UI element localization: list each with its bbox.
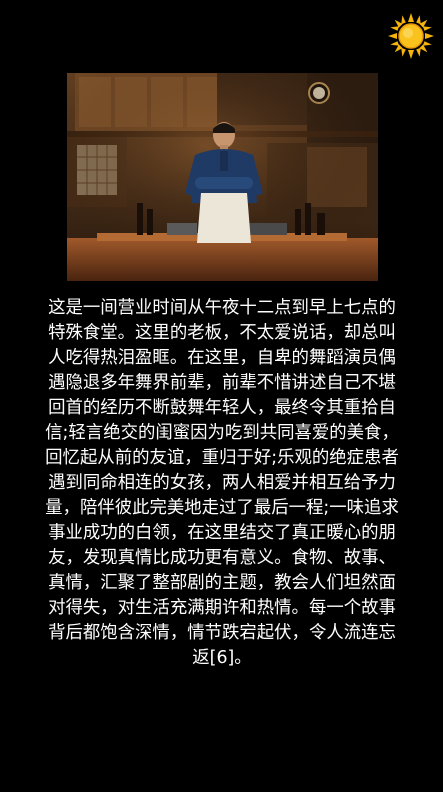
hero-image <box>67 73 378 281</box>
sun-icon <box>388 13 434 59</box>
theme-toggle-button[interactable] <box>388 13 434 59</box>
description-text: 这是一间营业时间从午夜十二点到早上七点的特殊食堂。这里的老板，不太爱说话，却总叫… <box>44 296 400 671</box>
